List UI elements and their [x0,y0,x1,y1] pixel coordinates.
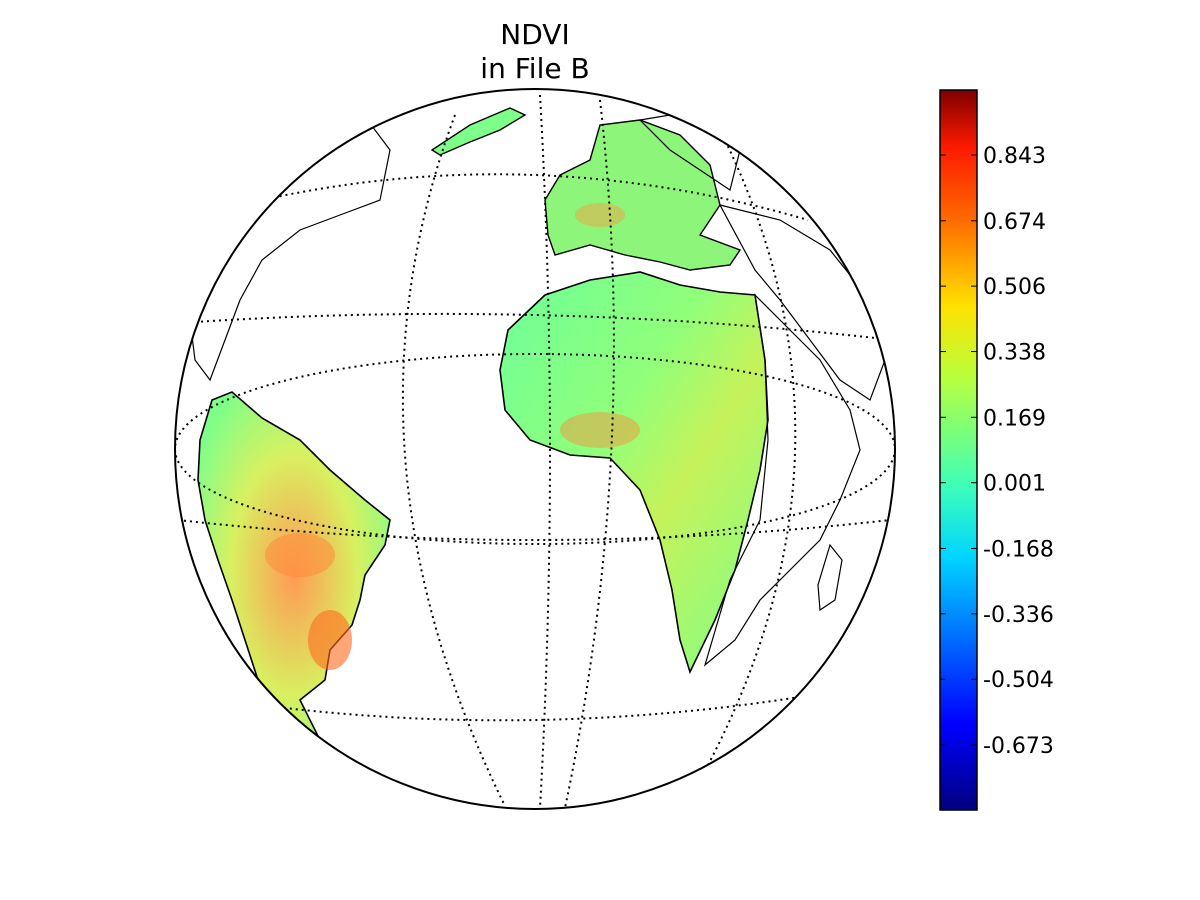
colorbar-tick-label: 0.338 [983,341,1046,366]
middle-east-outline [718,204,886,401]
graticule-lat-s1 [177,519,891,541]
east-africa-outline [703,293,861,667]
colorbar: 0.843 0.674 0.506 0.338 0.169 0.001 -0.168 -0.3… [939,89,1054,811]
colorbar-ticks: 0.843 0.674 0.506 0.338 0.169 0.001 -0.168 -0.3… [940,144,1054,759]
graticule-lat-n1 [194,312,876,339]
europe-ndvi [544,119,742,271]
map-title-line-1: NDVI [500,18,570,51]
colorbar-tick-label: 0.506 [983,275,1046,300]
graticule-lat-equator [175,353,895,545]
globe [175,89,895,809]
graticule-lon-0 [539,94,551,809]
colorbar-tick-label: -0.336 [983,603,1054,628]
graticule [175,94,895,809]
colorbar-tick-label: 0.169 [983,406,1046,431]
ndvi-hotspot-europe [575,203,625,227]
greenland-ndvi [430,107,527,156]
colorbar-bar [939,89,978,811]
graticule-lat-s2 [259,694,813,722]
colorbar-tick-label: 0.674 [983,210,1046,235]
colorbar-tick-label: 0.843 [983,144,1046,169]
ndvi-hotspot-westafrica [560,412,640,448]
globe-edge [174,88,896,810]
madagascar-outline [817,543,843,612]
colorbar-tick-label: -0.673 [983,734,1054,759]
ndvi-hotspot-brazil [265,533,335,577]
map-title-line-2: in File B [480,52,590,85]
colorbar-tick-label: -0.504 [983,668,1054,693]
colorbar-tick-label: 0.001 [983,472,1046,497]
colorbar-tick-label: -0.168 [983,537,1054,562]
ndvi-data-layer [197,107,769,762]
ndvi-hotspot-plata [308,610,352,670]
